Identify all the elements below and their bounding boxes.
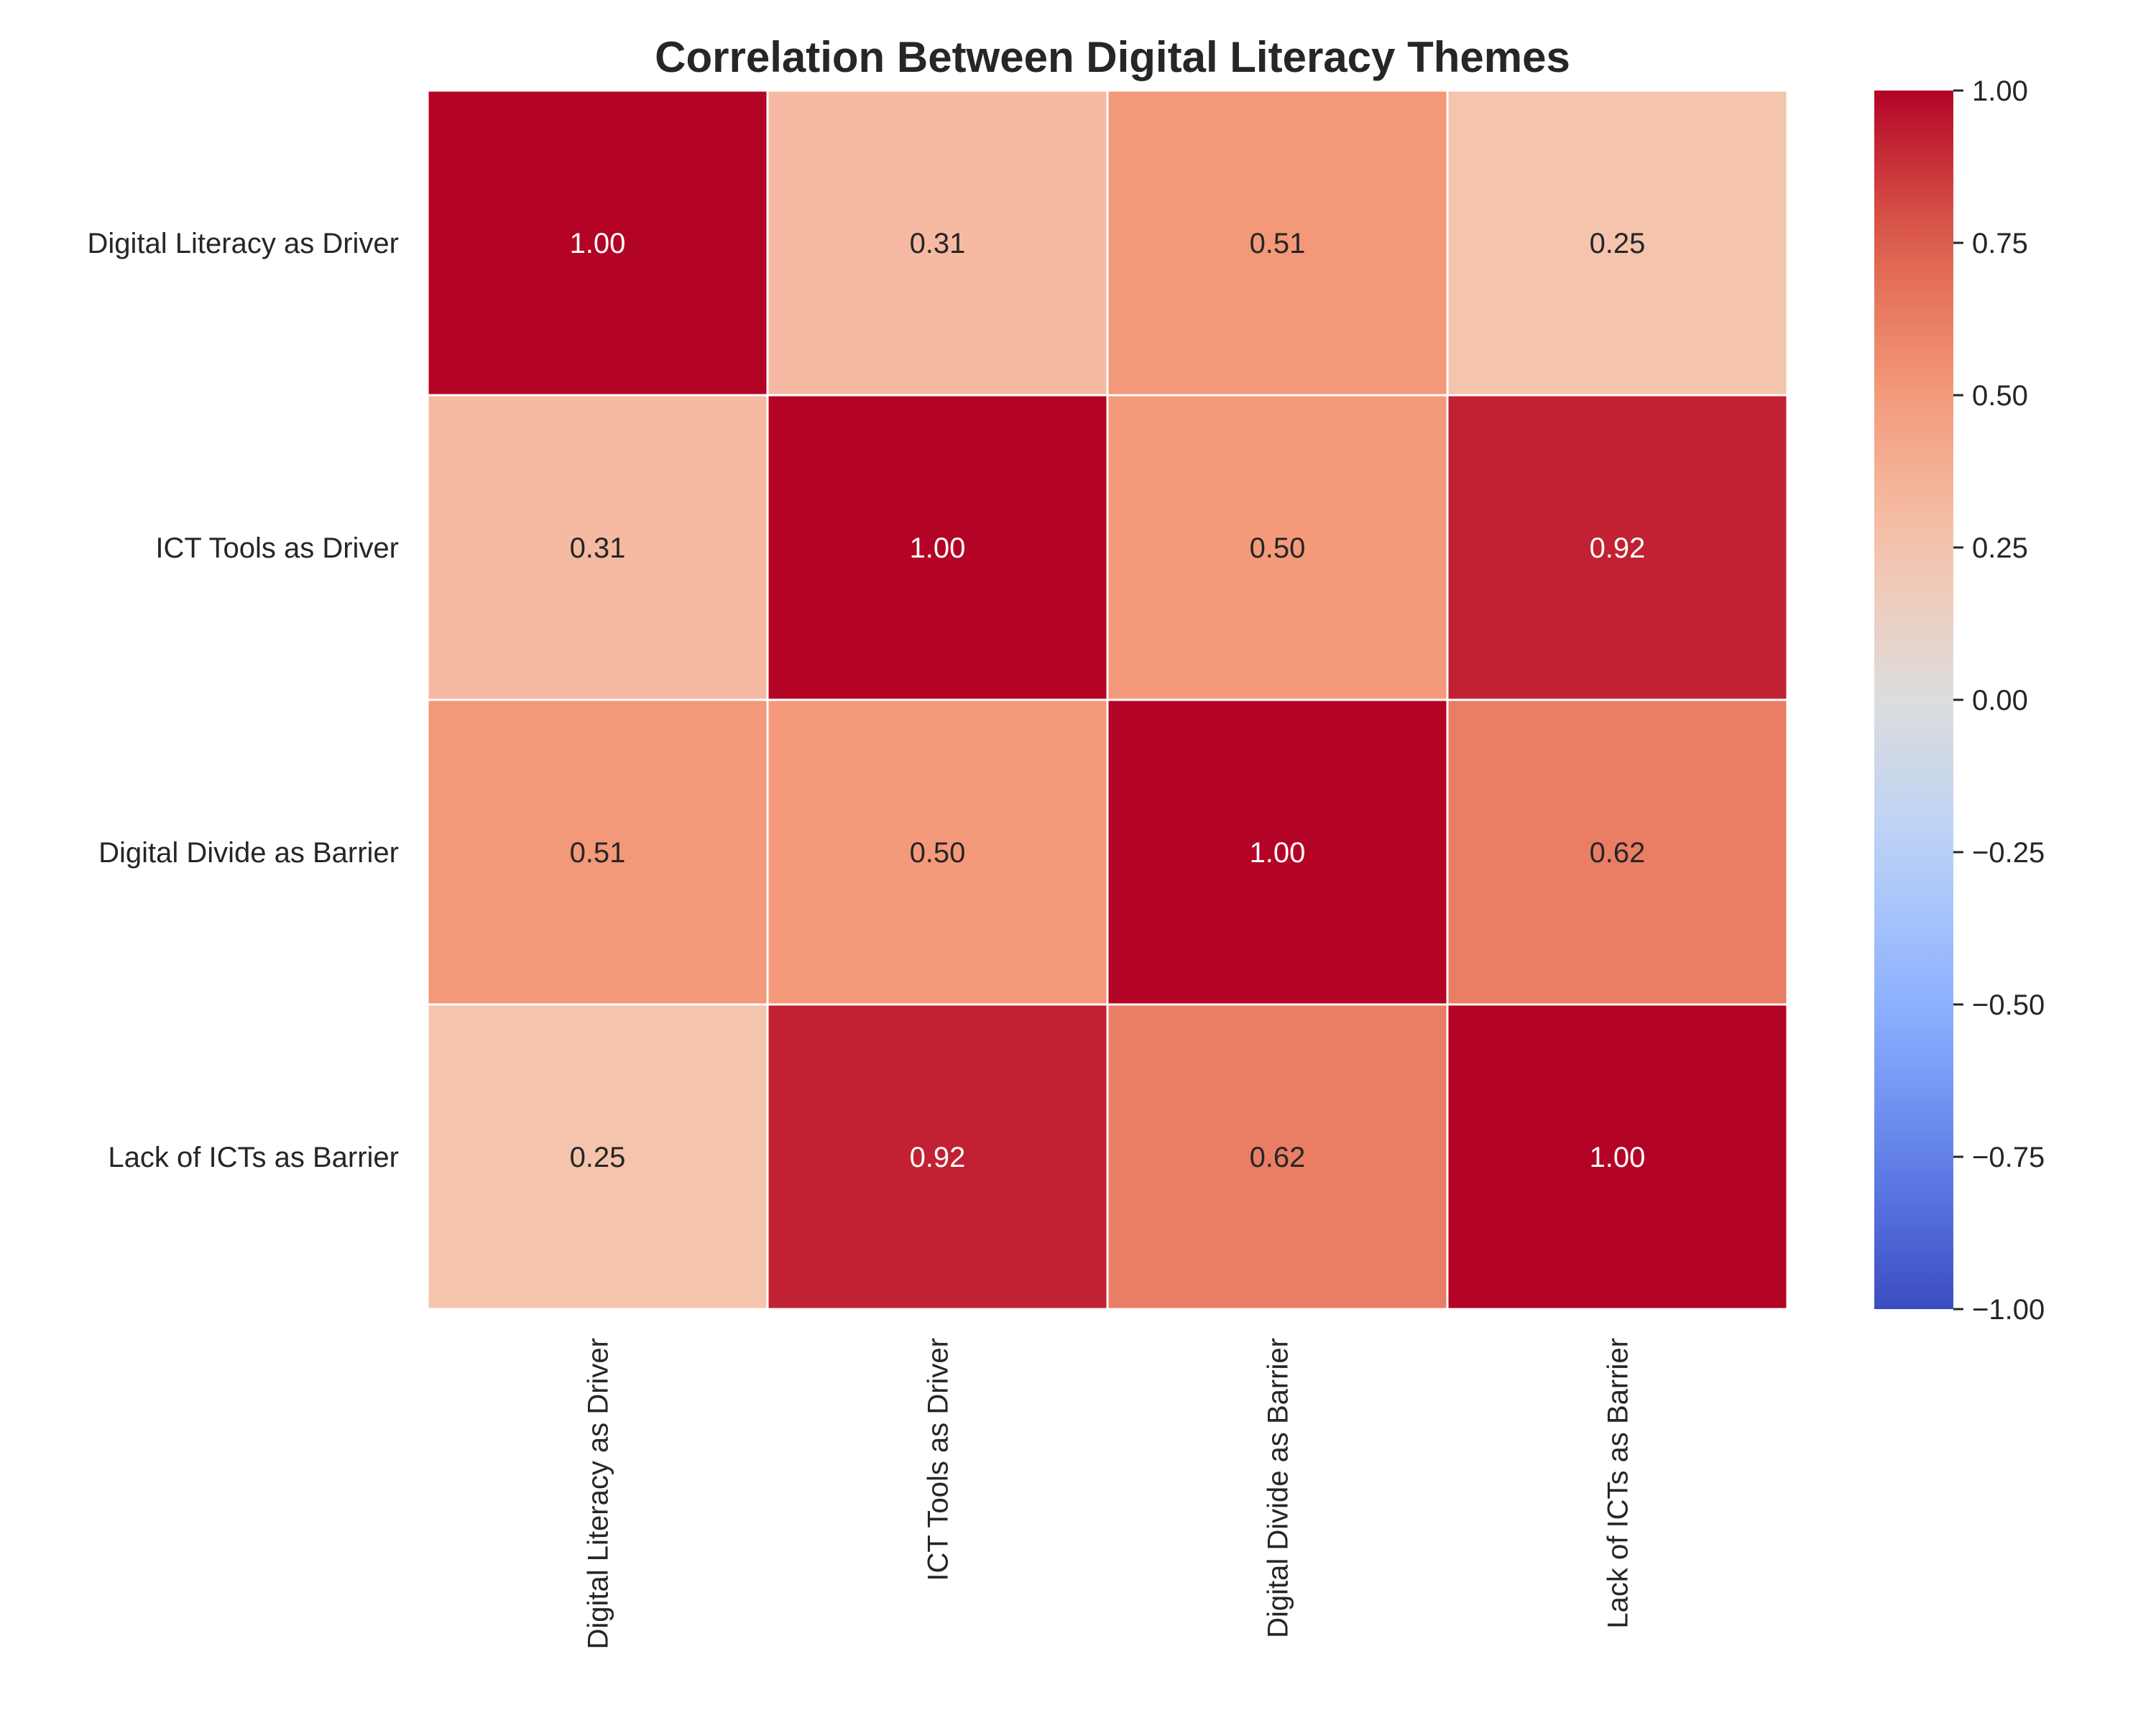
cell-value-label-r2-c2: 1.00 [1250,837,1306,869]
chart-title: Correlation Between Digital Literacy The… [655,33,1570,81]
heatmap-cells [426,89,1789,1311]
colorbar-tick-label-5: −0.25 [1972,837,2045,869]
cell-value-label-r3-c2: 0.62 [1250,1142,1306,1173]
colorbar-tick-label-7: −0.75 [1972,1142,2045,1173]
colorbar-gradient-bar [1874,91,1953,1309]
cell-value-label-r0-c3: 0.25 [1590,228,1646,259]
heatmap-cell-r1-c2 [1106,394,1449,701]
heatmap-cell-r3-c2 [1106,1003,1449,1311]
heatmap-cell-r1-c0 [426,394,769,701]
colorbar-tick-label-3: 0.25 [1972,532,2028,564]
colorbar-tick-label-4: 0.00 [1972,685,2028,716]
cell-value-label-r3-c1: 0.92 [910,1142,966,1173]
cell-value-label-r1-c2: 0.50 [1250,532,1306,564]
heatmap-cell-r0-c2 [1106,89,1449,397]
heatmap-cell-r2-c3 [1446,698,1789,1006]
colorbar-tick-label-2: 0.50 [1972,380,2028,412]
x-tick-label-0: Digital Literacy as Driver [583,1338,614,1649]
heatmap-cell-r3-c3 [1446,1003,1789,1311]
y-tick-label-1: ICT Tools as Driver [155,532,399,564]
y-tick-label-2: Digital Divide as Barrier [98,837,399,869]
y-tick-label-3: Lack of ICTs as Barrier [108,1142,399,1173]
cell-value-label-r3-c0: 0.25 [570,1142,626,1173]
cell-value-label-r2-c1: 0.50 [910,837,966,869]
heatmap-cell-r2-c1 [766,698,1109,1006]
colorbar-tick-label-6: −0.50 [1972,989,2045,1021]
y-axis-tick-labels: Digital Literacy as Driver ICT Tools as D… [88,228,399,1173]
x-tick-label-2: Digital Divide as Barrier [1263,1338,1294,1638]
cell-value-label-r2-c3: 0.62 [1590,837,1646,869]
colorbar-tick-label-1: 0.75 [1972,228,2028,259]
heatmap-cell-r3-c1 [766,1003,1109,1311]
heatmap-cell-r3-c0 [426,1003,769,1311]
cell-value-label-r0-c1: 0.31 [910,228,966,259]
cell-value-label-r2-c0: 0.51 [570,837,626,869]
cell-value-label-r1-c3: 0.92 [1590,532,1646,564]
heatmap-cell-r0-c3 [1446,89,1789,397]
cell-value-label-r3-c3: 1.00 [1590,1142,1646,1173]
x-axis-tick-labels: Digital Literacy as Driver ICT Tools as D… [583,1338,1634,1649]
x-tick-label-3: Lack of ICTs as Barrier [1603,1338,1634,1629]
heatmap-cell-labels: 1.00 0.31 0.51 0.25 0.31 1.00 0.50 0.92 0.51 0.50… [570,228,1646,1173]
colorbar: 1.00 0.75 0.50 0.25 0.00 −0.25 −0.50 −0.75 −1.00 [1874,75,2045,1326]
cell-value-label-r1-c0: 0.31 [570,532,626,564]
heatmap-cell-r0-c0 [426,89,769,397]
heatmap-cell-r0-c1 [766,89,1109,397]
heatmap-cell-r1-c1 [766,394,1109,701]
colorbar-tick-label-0: 1.00 [1972,75,2028,107]
cell-value-label-r0-c2: 0.51 [1250,228,1306,259]
heatmap-cell-r1-c3 [1446,394,1789,701]
y-tick-label-0: Digital Literacy as Driver [88,228,399,259]
colorbar-tick-label-8: −1.00 [1972,1294,2045,1326]
x-tick-label-1: ICT Tools as Driver [923,1338,954,1581]
cell-value-label-r1-c1: 1.00 [910,532,966,564]
cell-value-label-r0-c0: 1.00 [570,228,626,259]
